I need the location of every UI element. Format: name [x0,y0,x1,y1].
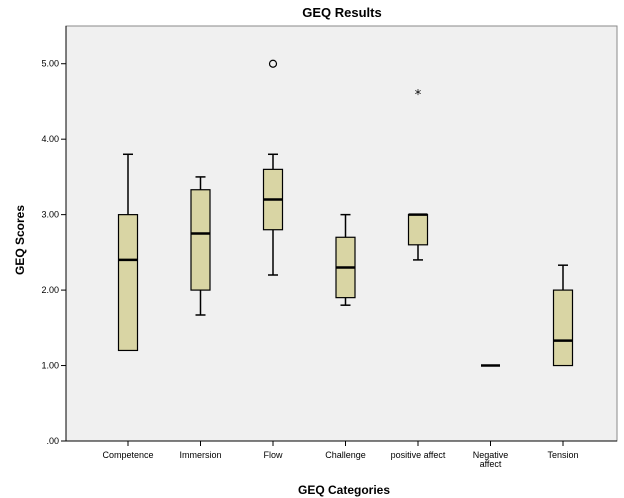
x-tick-label: Negative [473,450,509,460]
x-tick-label: Tension [547,450,578,460]
y-tick-label: 5.00 [41,59,59,69]
y-tick-label: 4.00 [41,134,59,144]
box-group [262,59,284,276]
box-group [190,176,211,316]
y-tick-label: 1.00 [41,361,59,371]
y-axis-title: GEQ Scores [13,205,27,275]
box [407,214,429,246]
box [552,289,574,367]
x-axis-title: GEQ Categories [298,483,390,497]
y-axis: .00 1.00 2.00 3.00 4.00 5.00 [41,26,67,446]
box [117,214,139,352]
x-tick-label: Competence [102,450,153,460]
x-tick-label: affect [480,459,502,469]
outlier-circle [268,59,278,68]
x-axis: Competence Immersion Flow Challenge positive… [66,440,617,469]
x-tick-label: Flow [263,450,283,460]
chart-title: GEQ Results [302,5,381,20]
x-tick-label: Immersion [179,450,221,460]
plot-area [65,25,618,442]
y-tick-label: 2.00 [41,285,59,295]
y-tick-label: 3.00 [41,210,59,220]
y-tick-label: .00 [46,436,59,446]
boxes: * [117,59,574,367]
outlier-star: * [415,88,422,103]
x-tick-label: positive affect [391,450,446,460]
box-group [552,264,574,367]
box-group: * [407,88,429,261]
box-group [117,153,139,352]
box [190,189,211,291]
box-group [335,213,356,306]
x-tick-label: Challenge [325,450,366,460]
